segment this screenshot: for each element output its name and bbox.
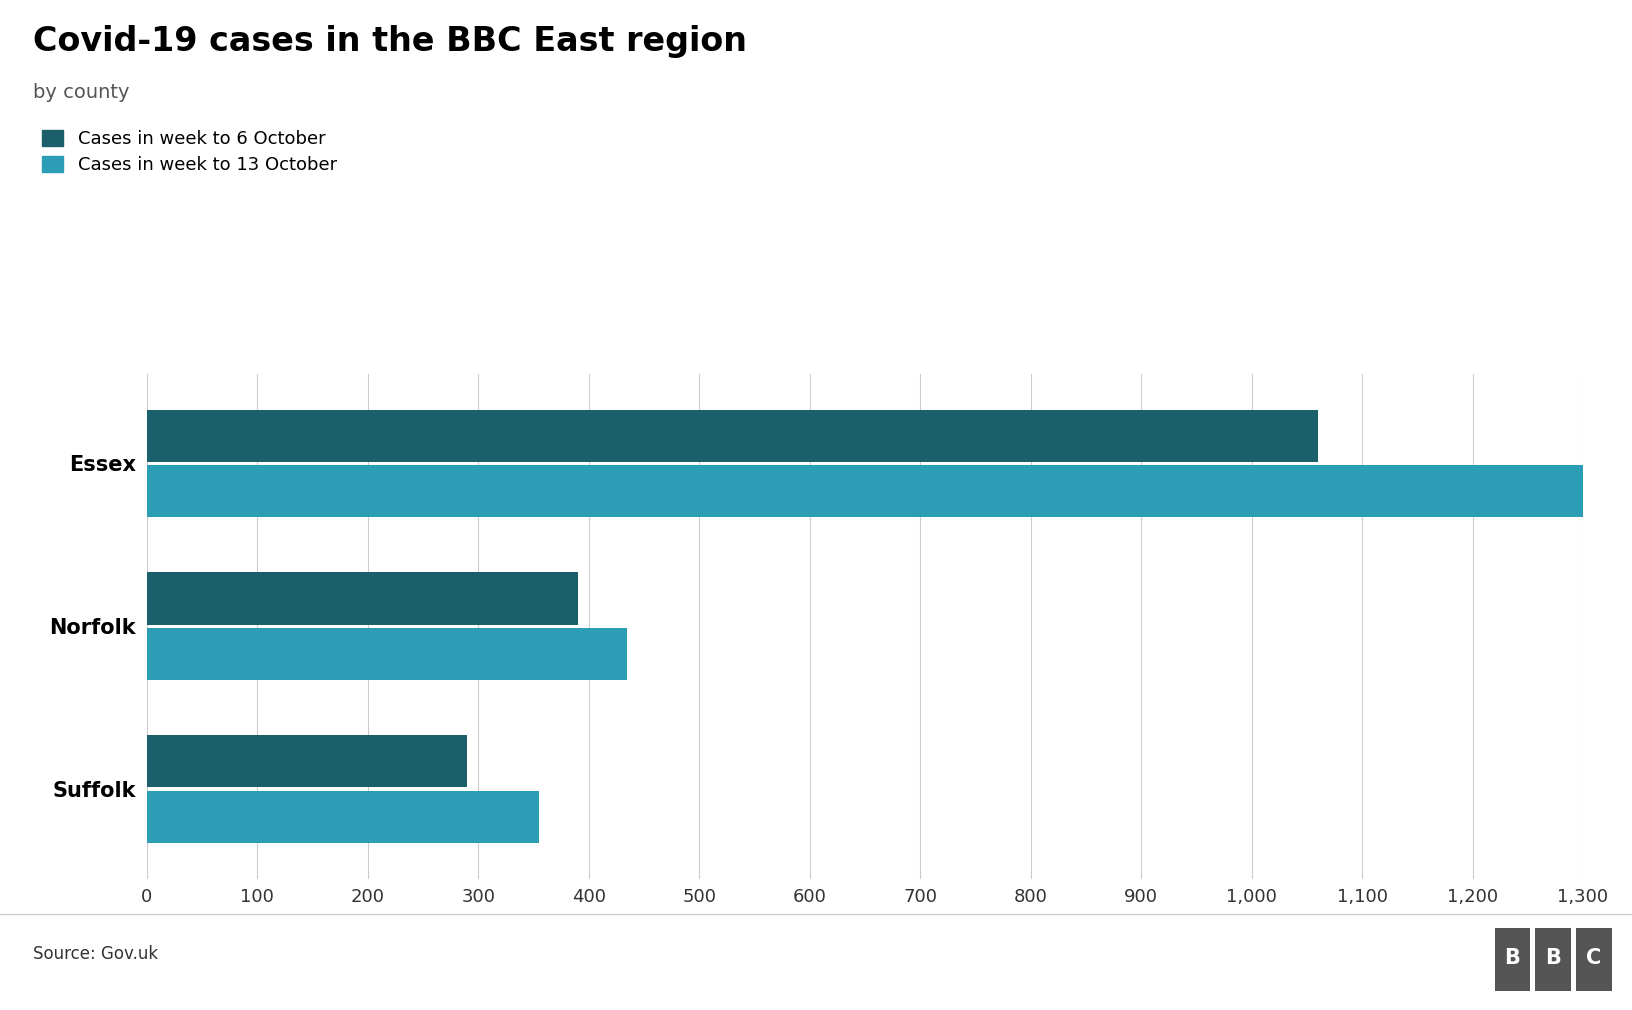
Legend: Cases in week to 6 October, Cases in week to 13 October: Cases in week to 6 October, Cases in wee…	[42, 130, 336, 174]
Text: Source: Gov.uk: Source: Gov.uk	[33, 945, 158, 964]
Bar	[147, 409, 1319, 462]
Text: C: C	[1586, 948, 1601, 969]
FancyBboxPatch shape	[1536, 927, 1572, 992]
Text: by county: by county	[33, 83, 129, 102]
Bar	[147, 465, 1583, 517]
Bar	[147, 791, 539, 843]
Bar	[147, 628, 627, 680]
FancyBboxPatch shape	[1495, 927, 1531, 992]
Bar	[147, 573, 578, 624]
Text: B: B	[1505, 948, 1521, 969]
Bar	[147, 735, 467, 788]
Text: Covid-19 cases in the BBC East region: Covid-19 cases in the BBC East region	[33, 25, 746, 59]
Text: B: B	[1546, 948, 1562, 969]
FancyBboxPatch shape	[1577, 927, 1612, 992]
